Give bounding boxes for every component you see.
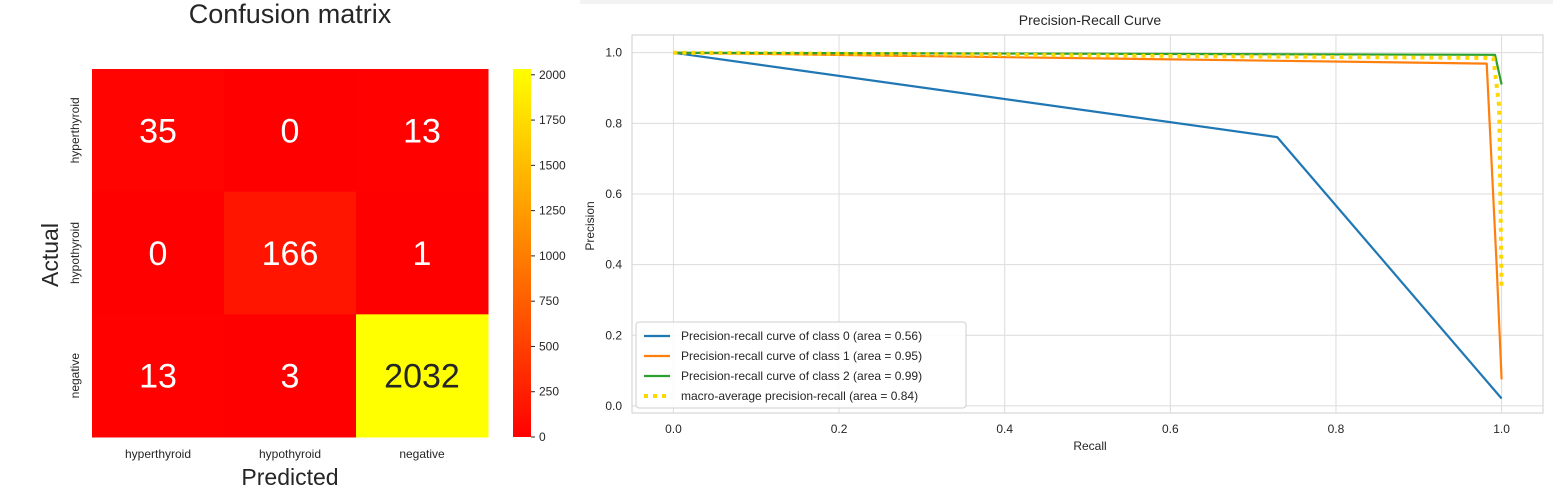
colorbar-tick-label: 2000 xyxy=(539,68,566,82)
colorbar-tick-label: 500 xyxy=(539,339,559,353)
cell-value-label: 13 xyxy=(403,112,441,150)
heatmap-cell xyxy=(356,314,489,438)
x-tick-label: 1.0 xyxy=(1493,422,1510,436)
heatmap-cell xyxy=(224,191,357,315)
x-tick-label: 0.6 xyxy=(1162,422,1179,436)
y-tick-label: negative xyxy=(68,353,82,399)
colorbar-tick-label: 1500 xyxy=(539,158,566,172)
confusion-matrix-chart: Confusion matrix Predicted Actual 35 0 130… xyxy=(37,0,566,490)
x-tick-label: hypothyroid xyxy=(259,447,321,461)
x-tick-label: 0.4 xyxy=(996,422,1013,436)
plot-frame xyxy=(631,34,1544,414)
colorbar-tick-label: 750 xyxy=(539,294,559,308)
heatmap-cell xyxy=(92,69,225,193)
heatmap-cell xyxy=(356,191,489,315)
precision-recall-panel: Precision-Recall Curve 0.0 0.2 0.4 0.6 0.8 1.… xyxy=(580,0,1553,488)
y-tick-label: 0.2 xyxy=(605,328,622,342)
cell-value-label: 166 xyxy=(262,235,319,273)
legend: Precision-recall curve of class 0 (area … xyxy=(635,321,967,409)
colorbar-tick-label: 1000 xyxy=(539,249,566,263)
y-tick-label: hyperthyroid xyxy=(68,97,82,163)
y-tick-label: 0.6 xyxy=(605,187,622,201)
y-axis-label: Precision xyxy=(583,201,597,250)
x-tick-label: 0.0 xyxy=(665,422,682,436)
chart-title: Precision-Recall Curve xyxy=(1019,12,1162,28)
legend-box xyxy=(635,321,967,409)
colorbar-tick-label: 250 xyxy=(539,385,559,399)
series-line-0 xyxy=(673,51,1503,400)
series-line-1 xyxy=(673,51,1503,380)
y-tick-label: 0.4 xyxy=(605,258,622,272)
legend-entry-label: macro-average precision-recall (area = 0… xyxy=(681,389,918,403)
y-tick-label: 0.8 xyxy=(605,116,622,130)
heatmap-cell xyxy=(92,191,225,315)
colorbar-tick-label: 0 xyxy=(539,430,546,444)
precision-recall-chart: Precision-Recall Curve 0.0 0.2 0.4 0.6 0.8 1.… xyxy=(580,0,1553,453)
cell-value-label: 3 xyxy=(281,358,300,396)
y-tick-label: 0.0 xyxy=(605,399,622,413)
y-tick-label: hypothyroid xyxy=(68,222,82,284)
x-tick-label: negative xyxy=(399,447,445,461)
cell-value-label: 0 xyxy=(149,235,168,273)
cell-value-label: 35 xyxy=(139,112,177,150)
colorbar-tick-label: 1250 xyxy=(539,204,566,218)
cell-value-label: 0 xyxy=(281,112,300,150)
legend-entry-label: Precision-recall curve of class 1 (area … xyxy=(681,349,922,363)
confusion-matrix-panel: Confusion matrix Predicted Actual 35 0 13 0… xyxy=(0,0,580,490)
cell-value-label: 1 xyxy=(413,235,432,273)
heatmap-cell xyxy=(92,314,225,438)
legend-entry-label: Precision-recall curve of class 2 (area … xyxy=(681,369,922,383)
x-axis-label: Recall xyxy=(1073,439,1106,453)
top-strip xyxy=(580,0,1553,4)
heatmap-cell xyxy=(356,69,489,193)
heatmap-cell xyxy=(224,69,357,193)
cell-value-label: 2032 xyxy=(384,358,460,396)
heatmap-cell xyxy=(224,314,357,438)
colorbar-tick-label: 1750 xyxy=(539,113,566,127)
x-tick-label: 0.2 xyxy=(831,422,848,436)
x-axis-label: Predicted xyxy=(241,464,338,488)
y-tick-label: 1.0 xyxy=(605,46,622,60)
x-tick-label: 0.8 xyxy=(1328,422,1345,436)
cell-value-label: 13 xyxy=(139,358,177,396)
x-tick-label: hyperthyroid xyxy=(125,447,191,461)
y-axis-label: Actual xyxy=(37,223,63,287)
series-line-3 xyxy=(673,50,1504,286)
colorbar xyxy=(513,69,531,437)
chart-title: Confusion matrix xyxy=(189,0,392,29)
legend-entry-label: Precision-recall curve of class 0 (area … xyxy=(681,329,922,343)
